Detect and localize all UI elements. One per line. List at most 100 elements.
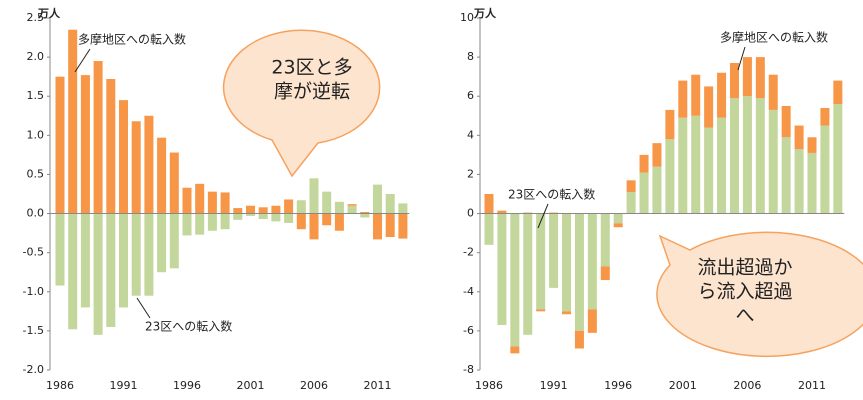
x-tick-label: 1996 xyxy=(173,379,201,392)
bar xyxy=(497,210,507,214)
bar xyxy=(271,213,281,222)
y-tick-label: -1.0 xyxy=(23,285,44,298)
x-tick-label: 1991 xyxy=(540,379,568,392)
speech-bubble xyxy=(222,29,381,178)
bar xyxy=(296,200,306,214)
bar xyxy=(246,205,255,214)
x-tick-label: 2006 xyxy=(733,379,761,392)
bar xyxy=(271,205,281,214)
y-unit: 万人 xyxy=(473,6,497,20)
bar xyxy=(93,61,103,214)
bar xyxy=(652,143,662,167)
bar xyxy=(106,213,116,327)
y-tick-label: -8 xyxy=(463,363,474,376)
bar xyxy=(587,213,597,310)
bar xyxy=(536,213,546,310)
bar xyxy=(119,100,128,214)
y-tick-label: -1.5 xyxy=(23,324,44,337)
x-tick-label: 2011 xyxy=(798,379,826,392)
bar xyxy=(807,152,817,214)
bar xyxy=(246,213,255,216)
bar xyxy=(639,154,649,173)
y-tick-label: -6 xyxy=(463,324,474,337)
bar xyxy=(398,203,408,214)
y-tick-label: 8 xyxy=(467,50,474,63)
y-tick-label: -2.0 xyxy=(23,363,44,376)
bar xyxy=(157,213,167,273)
bar xyxy=(373,184,382,214)
bar xyxy=(284,199,294,214)
bar xyxy=(220,192,230,214)
bar xyxy=(322,191,332,214)
series-annotation: 多摩地区への転入数 xyxy=(720,30,828,45)
bar xyxy=(93,213,103,335)
bar xyxy=(55,76,65,214)
bar xyxy=(678,117,688,214)
bar xyxy=(820,125,830,214)
y-tick-label: 2.5 xyxy=(27,11,45,24)
bubble-line: 流出超過か xyxy=(697,257,792,279)
bar xyxy=(794,125,804,150)
bar xyxy=(322,213,332,226)
series-annotation: 23区への転入数 xyxy=(508,187,595,202)
bar xyxy=(385,213,395,238)
bar xyxy=(549,213,559,288)
bar xyxy=(398,213,408,239)
bar xyxy=(309,213,319,240)
bar xyxy=(523,213,533,335)
bar xyxy=(562,213,572,312)
bar xyxy=(258,207,268,214)
bar xyxy=(510,213,520,347)
bar xyxy=(309,178,319,214)
y-tick-label: 4 xyxy=(467,128,474,141)
y-tick-label: 2 xyxy=(467,167,474,180)
x-tick-label: 2001 xyxy=(669,379,697,392)
bar xyxy=(296,213,306,230)
bar xyxy=(68,213,78,330)
bar xyxy=(484,213,494,245)
bar xyxy=(742,96,752,214)
bar xyxy=(639,172,649,214)
x-tick-label: 1996 xyxy=(604,379,632,392)
series-annotation: 多摩地区への転入数 xyxy=(78,32,186,47)
bar xyxy=(334,213,344,231)
y-tick-label: 2.0 xyxy=(27,50,45,63)
bar xyxy=(652,166,662,214)
bar xyxy=(233,213,243,220)
bar xyxy=(665,109,675,140)
x-tick-label: 1986 xyxy=(475,379,503,392)
bar xyxy=(131,121,141,214)
y-tick-label: -4 xyxy=(463,285,474,298)
bar xyxy=(347,204,357,206)
bar xyxy=(600,266,610,281)
bar xyxy=(144,115,154,214)
bubble-line: 23区と多 xyxy=(271,57,352,79)
bar xyxy=(717,72,727,118)
bar xyxy=(207,213,217,231)
bar xyxy=(258,213,268,220)
bar xyxy=(768,74,778,110)
bar xyxy=(600,213,610,267)
bar xyxy=(55,213,65,286)
bar xyxy=(360,213,370,218)
bar xyxy=(729,62,739,99)
bubble-line: へ xyxy=(735,305,754,327)
bar xyxy=(807,137,817,153)
bar xyxy=(613,213,623,224)
bar xyxy=(373,213,382,240)
bar xyxy=(334,201,344,214)
bar xyxy=(207,191,217,214)
bar xyxy=(144,213,154,296)
bar xyxy=(794,149,804,214)
y-tick-label: 0.0 xyxy=(27,207,45,220)
bar xyxy=(587,309,597,333)
bar xyxy=(182,213,192,236)
bar xyxy=(755,98,765,214)
speech-bubble xyxy=(656,231,863,358)
bar xyxy=(626,180,636,193)
x-tick-label: 2006 xyxy=(300,379,328,392)
bar xyxy=(385,194,395,214)
bar xyxy=(820,107,830,126)
